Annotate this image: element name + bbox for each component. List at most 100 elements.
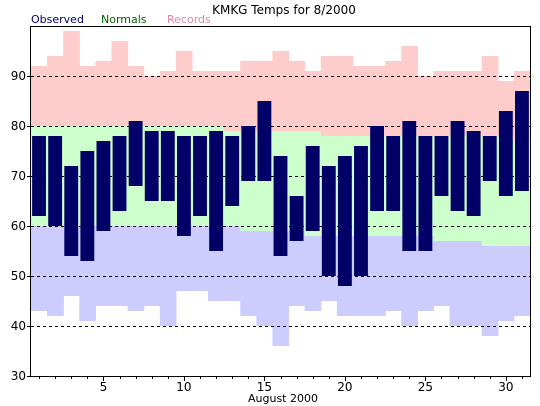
observed-bar-day-11 (193, 136, 207, 216)
record-high-band-day-22 (369, 66, 386, 136)
x-tick-label-30: 30 (498, 380, 513, 394)
record-low-band-day-25 (417, 236, 435, 311)
y-tick-label-80: 80 (11, 119, 26, 133)
record-high-band-day-6 (111, 41, 129, 126)
observed-bar-day-9 (160, 131, 175, 201)
x-tick-label-5: 5 (100, 380, 108, 394)
record-low-band-day-18 (304, 236, 322, 311)
record-low-band-day-2 (47, 226, 64, 316)
record-low-band-day-14 (240, 231, 257, 316)
record-high-band-day-28 (465, 71, 483, 136)
observed-bar-day-23 (386, 136, 401, 211)
record-high-band-day-7 (127, 66, 145, 126)
record-low-band-day-23 (385, 236, 402, 311)
record-high-band-day-21 (352, 66, 370, 136)
y-tick-label-70: 70 (11, 169, 26, 183)
observed-bar-day-25 (418, 136, 433, 251)
record-low-band-day-16 (272, 231, 290, 346)
legend: Observed Normals Records (31, 13, 211, 26)
observed-bar-day-19 (321, 166, 336, 276)
observed-bar-day-27 (450, 121, 465, 211)
record-low-band-day-24 (401, 236, 418, 326)
observed-bar-day-31 (515, 91, 529, 191)
record-high-band-day-29 (481, 56, 499, 136)
record-high-band-day-14 (240, 61, 257, 131)
observed-bar-day-28 (466, 131, 481, 216)
observed-bar-day-10 (176, 136, 191, 236)
record-low-band-day-11 (191, 226, 209, 291)
record-low-band-day-10 (175, 226, 193, 291)
observed-bar-day-1 (32, 136, 46, 216)
record-low-band-day-26 (433, 241, 451, 306)
record-low-band-day-29 (481, 246, 499, 336)
observed-bar-day-5 (96, 141, 111, 231)
plot-frame (30, 26, 531, 377)
observed-bar-day-4 (80, 151, 95, 261)
record-high-band-day-1 (31, 66, 48, 126)
record-high-band-day-16 (272, 51, 290, 131)
x-tick-label-25: 25 (418, 380, 433, 394)
y-tick-label-60: 60 (11, 219, 26, 233)
record-high-band-day-3 (63, 31, 80, 126)
x-axis-label: August 2000 (248, 392, 318, 405)
record-high-band-day-24 (401, 46, 418, 136)
observed-bars (32, 91, 529, 286)
record-high-band-day-11 (191, 71, 209, 126)
legend-observed: Observed (31, 13, 84, 26)
observed-bar-day-16 (273, 156, 288, 256)
record-low-band-day-27 (449, 241, 467, 326)
observed-bar-day-8 (144, 131, 159, 201)
observed-bar-day-17 (289, 196, 304, 241)
record-low-band-day-9 (159, 226, 177, 326)
record-low-band-day-30 (497, 246, 515, 321)
record-high-band-day-9 (159, 71, 177, 126)
y-tick-label-30: 30 (11, 369, 26, 383)
observed-bar-day-12 (209, 131, 224, 251)
y-tick-label-50: 50 (11, 269, 26, 283)
record-high-band-day-27 (449, 71, 467, 136)
record-low-band-day-15 (256, 231, 274, 326)
legend-records: Records (167, 13, 211, 26)
observed-bar-day-18 (305, 146, 320, 231)
observed-bar-day-2 (48, 136, 63, 226)
record-high-band-day-10 (175, 51, 193, 126)
record-low-band-day-17 (288, 231, 306, 306)
record-high-band-day-8 (143, 76, 161, 126)
record-high-band-day-26 (433, 71, 451, 136)
record-high-band-day-20 (336, 56, 354, 136)
observed-bar-day-21 (354, 146, 368, 276)
record-high-band-day-13 (224, 71, 241, 131)
observed-bar-day-13 (225, 136, 240, 206)
record-high-band-day-17 (288, 61, 306, 131)
y-tick-label-40: 40 (11, 319, 26, 333)
record-low-band-day-22 (369, 236, 386, 316)
record-high-band-day-25 (417, 76, 435, 136)
record-low-band-day-1 (31, 226, 48, 311)
record-high-band-day-12 (208, 71, 225, 126)
x-axis: 5 10 15 20 25 30 (39, 376, 523, 394)
observed-bar-day-24 (402, 121, 417, 251)
record-high-band-day-19 (320, 56, 338, 136)
record-high-band-day-2 (47, 56, 64, 126)
legend-normals: Normals (101, 13, 147, 26)
observed-bar-day-7 (128, 121, 143, 186)
y-tick-label-90: 90 (11, 69, 26, 83)
record-low-band-day-31 (513, 246, 531, 316)
record-high-band-day-5 (95, 61, 113, 126)
record-high-band-day-18 (304, 71, 322, 131)
x-tick-label-10: 10 (176, 380, 191, 394)
observed-bar-day-26 (434, 136, 449, 196)
record-low-band-day-28 (465, 241, 483, 326)
observed-bar-day-30 (498, 111, 513, 196)
record-high-band-day-4 (79, 66, 96, 126)
observed-bar-day-6 (112, 136, 127, 211)
observed-bar-day-22 (370, 126, 385, 211)
observed-bar-day-14 (241, 126, 256, 181)
record-low-band-day-7 (127, 226, 145, 311)
observed-bar-day-15 (257, 101, 272, 181)
record-high-band-day-23 (385, 61, 402, 136)
record-low-band-day-13 (224, 226, 241, 301)
record-low-band-day-5 (95, 226, 113, 306)
observed-bar-day-20 (337, 156, 352, 286)
